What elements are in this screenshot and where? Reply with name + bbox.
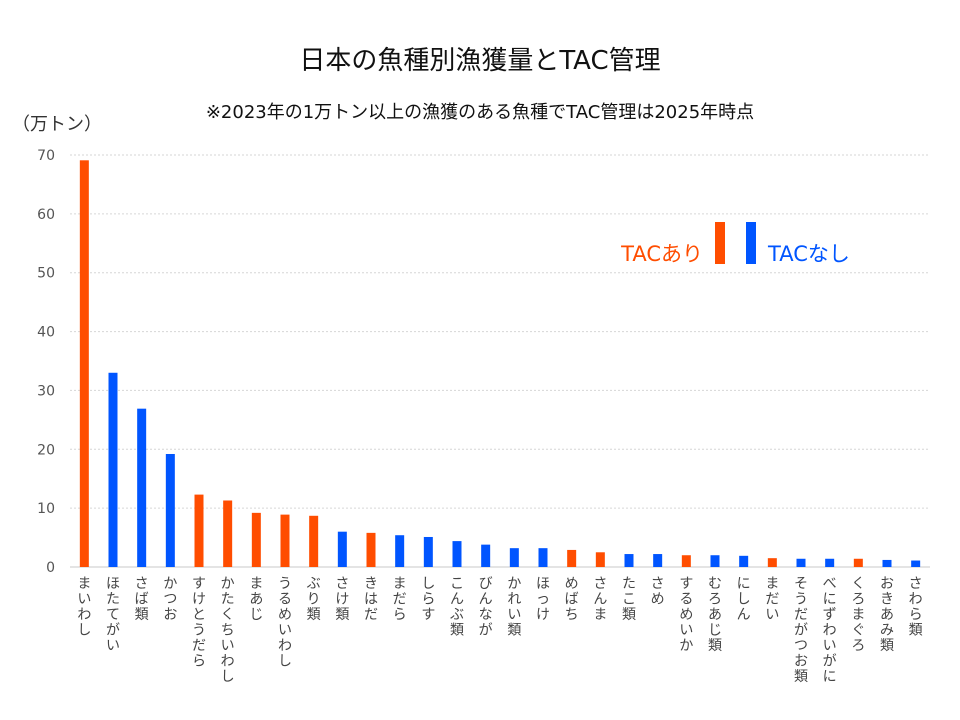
x-tick-label: かたくちいわし <box>221 576 235 685</box>
bar <box>309 515 319 567</box>
y-tick-label: 50 <box>37 266 55 282</box>
chart-title: 日本の魚種別漁獲量とTAC管理 <box>299 46 661 76</box>
bar <box>137 408 147 567</box>
bar <box>423 536 433 567</box>
bar <box>395 535 405 567</box>
x-tick-label: こんぶ類 <box>450 576 464 639</box>
x-tick-label: すけとうだら <box>192 576 206 670</box>
legend-label-tac: TACあり <box>620 242 703 266</box>
y-tick-label: 30 <box>37 383 55 399</box>
x-tick-label: さわら類 <box>909 576 923 639</box>
bar <box>595 552 605 567</box>
y-tick-label: 40 <box>37 325 55 341</box>
bar <box>194 494 204 567</box>
x-tick-label: にしん <box>737 576 751 623</box>
legend-swatch-no-tac <box>746 222 756 264</box>
bar <box>366 532 376 567</box>
bar <box>251 512 261 567</box>
x-tick-label: さば類 <box>135 576 149 623</box>
x-tick-label: するめいか <box>679 576 693 654</box>
bar <box>710 555 720 567</box>
x-tick-label: むろあじ類 <box>708 576 722 654</box>
x-tick-label: うるめいわし <box>278 576 292 670</box>
x-tick-label: そうだがつお類 <box>794 576 808 685</box>
bar <box>853 558 863 567</box>
y-tick-label: 70 <box>37 148 55 164</box>
x-tick-label: まいわし <box>77 576 91 639</box>
bar <box>911 560 921 567</box>
x-tick-label: ほたてがい <box>106 576 120 654</box>
y-tick-label: 10 <box>37 501 55 517</box>
bar <box>481 544 491 567</box>
bar <box>452 541 462 567</box>
x-tick-label: きはだ <box>364 576 378 623</box>
bar <box>280 514 290 567</box>
x-tick-label: かつお <box>163 576 177 623</box>
bar <box>739 555 749 567</box>
x-tick-label: まあじ <box>249 576 263 623</box>
x-tick-label: めばち <box>565 576 579 623</box>
bar <box>767 558 777 567</box>
x-tick-label: さんま <box>593 576 607 623</box>
x-tick-label: たこ類 <box>622 576 636 623</box>
bar <box>681 555 691 567</box>
legend-label-no-tac: TACなし <box>767 242 850 266</box>
bar <box>108 372 118 567</box>
x-tick-label: かれい類 <box>507 576 521 639</box>
x-tick-label: しらす <box>421 576 435 623</box>
y-tick-label: 60 <box>37 207 55 223</box>
x-tick-label: びんなが <box>479 576 493 639</box>
bar <box>882 559 892 567</box>
bar <box>825 558 835 567</box>
x-tick-label: さけ類 <box>335 576 349 623</box>
x-tick-label: まだい <box>765 576 779 623</box>
x-tick-label: まだら <box>393 576 407 623</box>
bar <box>538 548 548 567</box>
bar <box>223 500 233 567</box>
bar <box>509 548 519 567</box>
bar <box>165 453 175 567</box>
bar <box>79 160 89 567</box>
y-tick-label: 20 <box>37 442 55 458</box>
legend-swatch-tac <box>715 222 725 264</box>
chart-subtitle: ※2023年の1万トン以上の漁獲のある魚種でTAC管理は2025年時点 <box>205 102 755 123</box>
bar <box>337 531 347 567</box>
x-tick-label: ほっけ <box>536 576 550 623</box>
x-tick-label: くろまぐろ <box>851 576 865 654</box>
x-tick-label: おきあみ類 <box>880 576 894 654</box>
bar <box>653 554 663 567</box>
y-axis-unit-label: （万トン） <box>12 114 102 135</box>
x-tick-label: べにずわいがに <box>823 576 837 685</box>
y-tick-label: 0 <box>46 560 55 576</box>
bar <box>624 554 634 567</box>
x-tick-label: さめ <box>651 576 665 608</box>
bar <box>796 558 806 567</box>
bar <box>567 549 577 567</box>
x-tick-label: ぶり類 <box>307 576 321 623</box>
